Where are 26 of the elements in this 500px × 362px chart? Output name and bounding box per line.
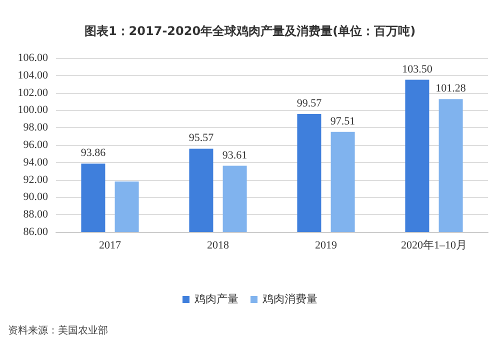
- data-label: 95.57: [188, 132, 214, 144]
- x-tick-label: 2018: [207, 240, 230, 252]
- y-tick-label: 106.00: [18, 52, 48, 64]
- x-tick-label: 2017: [99, 240, 122, 252]
- y-tick-label: 100.00: [18, 104, 48, 116]
- data-label: 93.86: [80, 147, 106, 160]
- y-tick-label: 90.00: [23, 191, 48, 204]
- data-label: 93.61: [222, 149, 248, 162]
- text: 资料来源：美国农业部: [8, 324, 108, 336]
- y-tick-label: 102.00: [18, 86, 48, 99]
- y-tick-label: 88.00: [23, 208, 48, 221]
- y-tick-label: 98.00: [23, 122, 48, 134]
- x-tick-label: 2020年1–10月: [401, 240, 467, 252]
- chart-title: 图表1：2017-2020年全球鸡肉产量及消费量(单位：百万吨): [84, 24, 416, 38]
- data-label: 97.51: [330, 115, 356, 128]
- data-label: 99.57: [296, 97, 322, 110]
- data-label: 103.50: [402, 63, 433, 76]
- y-tick-label: 86.00: [23, 226, 48, 238]
- y-tick-label: 96.00: [23, 139, 48, 151]
- data-label: 101.28: [436, 82, 466, 95]
- y-tick-label: 104.00: [18, 69, 48, 82]
- x-tick-label: 2019: [315, 240, 338, 252]
- y-tick-label: 94.00: [23, 156, 48, 168]
- legend-label: 鸡肉产量: [194, 292, 238, 306]
- y-tick-label: 92.00: [23, 174, 48, 186]
- legend-label: 鸡肉消费量: [262, 292, 318, 306]
